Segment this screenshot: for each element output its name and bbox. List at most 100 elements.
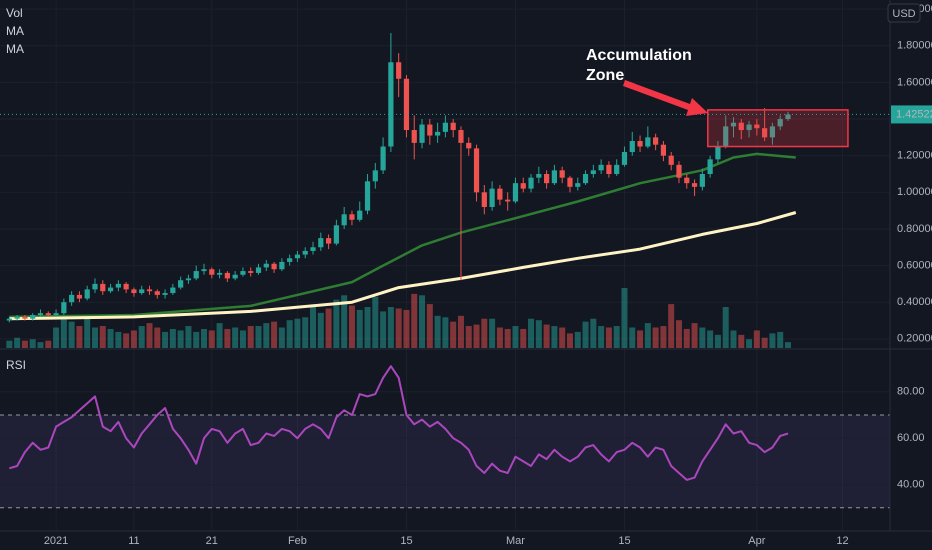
volume-bar (753, 330, 760, 348)
candle-body (512, 183, 519, 202)
candle-body (372, 170, 378, 182)
volume-bar (263, 323, 270, 348)
volume-bar (310, 305, 317, 348)
volume-bar (193, 331, 200, 348)
candle-body (699, 174, 705, 187)
volume-bar (278, 327, 285, 348)
volume-bar (317, 312, 324, 348)
candle-body (723, 126, 729, 147)
candle-body (294, 254, 301, 259)
candle-body (505, 199, 511, 202)
volume-bar (722, 307, 729, 348)
x-tick-label: Apr (748, 535, 765, 547)
candle-body (302, 250, 308, 255)
volume-bar (403, 309, 410, 348)
volume-bar (442, 317, 449, 348)
candle-body (318, 238, 324, 248)
volume-bar (504, 328, 511, 348)
volume-bar (457, 315, 464, 348)
candle-body (201, 269, 207, 272)
candle-body (606, 164, 612, 174)
candle-body (466, 142, 472, 149)
volume-bar (380, 311, 387, 348)
volume-bar (123, 333, 130, 348)
annotation-arrow (623, 80, 708, 116)
volume-bar (130, 330, 137, 348)
candle-body (777, 119, 783, 127)
volume-bar (255, 326, 262, 348)
volume-bar (543, 324, 550, 348)
candle-body (738, 122, 744, 131)
candle-body (84, 289, 90, 299)
volume-bar (115, 331, 122, 348)
volume-bar (84, 317, 91, 348)
volume-bar (68, 321, 75, 348)
volume-bar (450, 321, 457, 348)
volume-bar (496, 327, 503, 348)
last-price-badge (891, 105, 932, 124)
y-tick-label: 1.00000 (897, 186, 932, 198)
volume-bar (730, 330, 737, 348)
volume-bar (99, 326, 106, 348)
volume-bar (169, 328, 176, 348)
rsi-line (9, 365, 789, 481)
candle-body (458, 130, 464, 143)
annotation-text: Zone (586, 67, 624, 84)
x-tick-label: 2021 (44, 535, 68, 547)
volume-bar (434, 315, 441, 348)
volume-bar (146, 323, 153, 348)
candle-body (746, 124, 752, 131)
volume-bar (216, 323, 223, 348)
volume-bar (528, 318, 535, 348)
volume-bar (777, 331, 784, 348)
candle-body (419, 124, 425, 143)
candle-body (76, 294, 83, 299)
volume-bar (426, 304, 433, 348)
candle-body (684, 177, 690, 184)
y-tick-label: 40.00 (897, 478, 925, 490)
x-tick-label: 12 (836, 535, 848, 547)
candle-body (450, 122, 456, 131)
candle-body (14, 316, 20, 319)
candle-body (715, 146, 721, 160)
volume-bar (356, 309, 363, 348)
candle-body (279, 261, 285, 270)
x-tick-label: 15 (400, 535, 412, 547)
candle-body (614, 164, 620, 174)
candle-body (154, 291, 160, 295)
volume-bar (621, 288, 628, 348)
candle-body (6, 318, 12, 321)
candle-body (30, 315, 36, 319)
candle-body (754, 124, 760, 129)
accumulation-zone (707, 109, 849, 148)
candle-body (489, 188, 495, 207)
volume-bar (707, 330, 714, 348)
candle-body (691, 183, 698, 187)
volume-bar (769, 333, 776, 348)
candle-body (224, 272, 230, 279)
volume-bar (520, 328, 527, 348)
candle-body (271, 263, 277, 270)
candle-body (178, 280, 184, 288)
candle-body (582, 174, 589, 184)
volume-bar (302, 317, 309, 348)
y-tick-label: 60.00 (897, 432, 925, 444)
candle-body (730, 122, 737, 127)
volume-bar (138, 326, 145, 348)
candle-body (769, 126, 776, 138)
volume-bar (348, 305, 355, 348)
candle-body (61, 302, 67, 314)
volume-bar (395, 308, 402, 348)
candle-body (396, 62, 402, 79)
currency-badge[interactable] (887, 3, 921, 23)
candle-body (232, 274, 238, 279)
volume-bar (489, 318, 496, 348)
volume-bar (208, 330, 215, 348)
candle-body (69, 294, 75, 303)
volume-bar (6, 340, 13, 348)
candle-body (185, 278, 192, 281)
